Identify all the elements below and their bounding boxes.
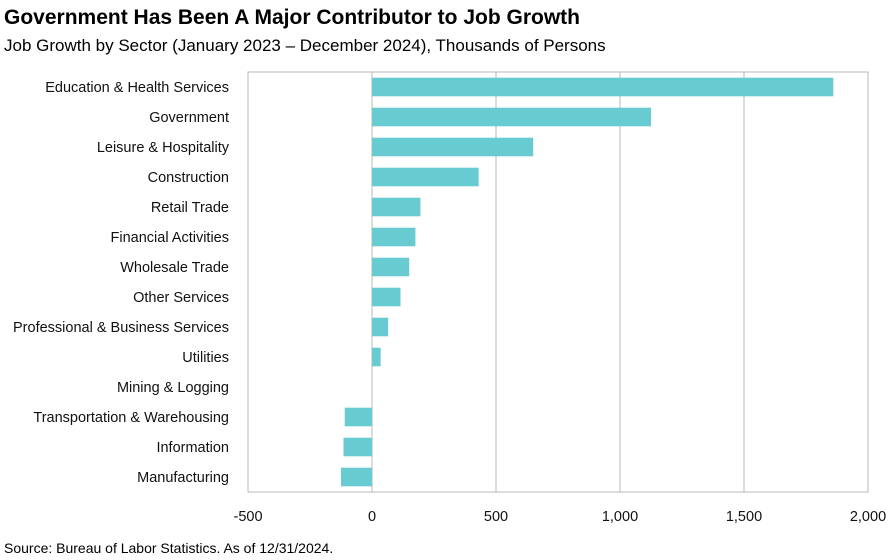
x-tick-label: 500 <box>484 509 508 525</box>
plot-frame <box>247 71 869 493</box>
bar <box>341 467 372 487</box>
bar <box>344 407 372 427</box>
bar <box>372 197 421 217</box>
source-note: Source: Bureau of Labor Statistics. As o… <box>4 540 334 556</box>
bar <box>372 107 651 127</box>
x-tick-label: 1,000 <box>602 509 638 525</box>
category-label: Retail Trade <box>151 200 229 216</box>
category-label: Manufacturing <box>137 470 229 486</box>
bar <box>372 287 401 307</box>
x-tick-label: -500 <box>233 509 262 525</box>
bar <box>372 167 479 187</box>
bar <box>343 437 372 457</box>
category-label: Wholesale Trade <box>120 260 229 276</box>
category-label: Government <box>149 110 229 126</box>
bars <box>341 77 834 487</box>
category-label: Financial Activities <box>111 230 229 246</box>
category-label: Professional & Business Services <box>13 320 229 336</box>
bar <box>372 347 381 367</box>
category-label: Utilities <box>182 350 229 366</box>
gridlines <box>247 71 869 493</box>
chart-subtitle: Job Growth by Sector (January 2023 – Dec… <box>4 36 606 55</box>
bar-chart: Education & Health Services Government Lei… <box>13 71 886 525</box>
x-tick-label: 2,000 <box>850 509 886 525</box>
category-label: Education & Health Services <box>45 80 229 96</box>
category-label: Other Services <box>133 290 229 306</box>
bar <box>372 137 534 157</box>
category-label: Mining & Logging <box>117 380 229 396</box>
category-labels: Education & Health Services Government Lei… <box>13 80 230 486</box>
category-label: Information <box>156 440 229 456</box>
bar <box>372 317 389 337</box>
category-label: Construction <box>148 170 229 186</box>
chart-title: Government Has Been A Major Contributor … <box>4 6 580 29</box>
x-tick-label: 1,500 <box>726 509 762 525</box>
bar <box>372 227 416 247</box>
bar <box>372 77 834 97</box>
bar <box>372 257 410 277</box>
category-label: Transportation & Warehousing <box>33 410 229 426</box>
category-label: Leisure & Hospitality <box>97 140 230 156</box>
x-tick-labels: -500 0 500 1,000 1,500 2,000 <box>233 509 886 525</box>
x-tick-label: 0 <box>368 509 376 525</box>
